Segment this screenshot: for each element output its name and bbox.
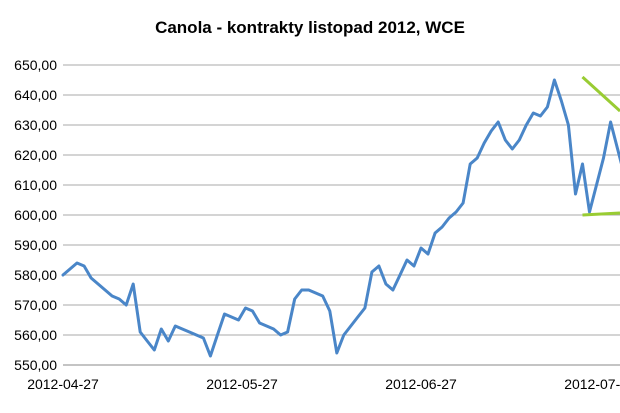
x-tick-label: 2012-07-27 — [564, 376, 620, 392]
y-tick-label: 580,00 — [14, 267, 57, 283]
trendline-lower — [582, 211, 620, 217]
trendlines-layer — [581, 75, 620, 217]
trendline-upper — [581, 75, 620, 113]
y-tick-label: 560,00 — [14, 327, 57, 343]
price-series-line — [61, 78, 620, 358]
y-tick-label: 600,00 — [14, 207, 57, 223]
y-tick-label: 550,00 — [14, 357, 57, 373]
y-tick-label: 610,00 — [14, 177, 57, 193]
y-tick-label: 650,00 — [14, 57, 57, 73]
x-axis-ticks: 2012-04-27 2012-05-27 2012-06-27 2012-07-27 — [27, 376, 620, 392]
x-tick-label: 2012-04-27 — [27, 376, 99, 392]
chart-title: Canola - kontrakty listopad 2012, WCE — [155, 18, 465, 37]
x-tick-label: 2012-05-27 — [206, 376, 278, 392]
x-tick-label: 2012-06-27 — [385, 376, 457, 392]
y-tick-label: 630,00 — [14, 117, 57, 133]
y-tick-label: 570,00 — [14, 297, 57, 313]
gridlines — [63, 64, 620, 336]
y-tick-label: 590,00 — [14, 237, 57, 253]
y-tick-label: 640,00 — [14, 87, 57, 103]
series-layer — [61, 78, 620, 358]
y-axis-ticks: 550,00 560,00 570,00 580,00 590,00 600,00 610,… — [14, 57, 57, 373]
y-tick-label: 620,00 — [14, 147, 57, 163]
